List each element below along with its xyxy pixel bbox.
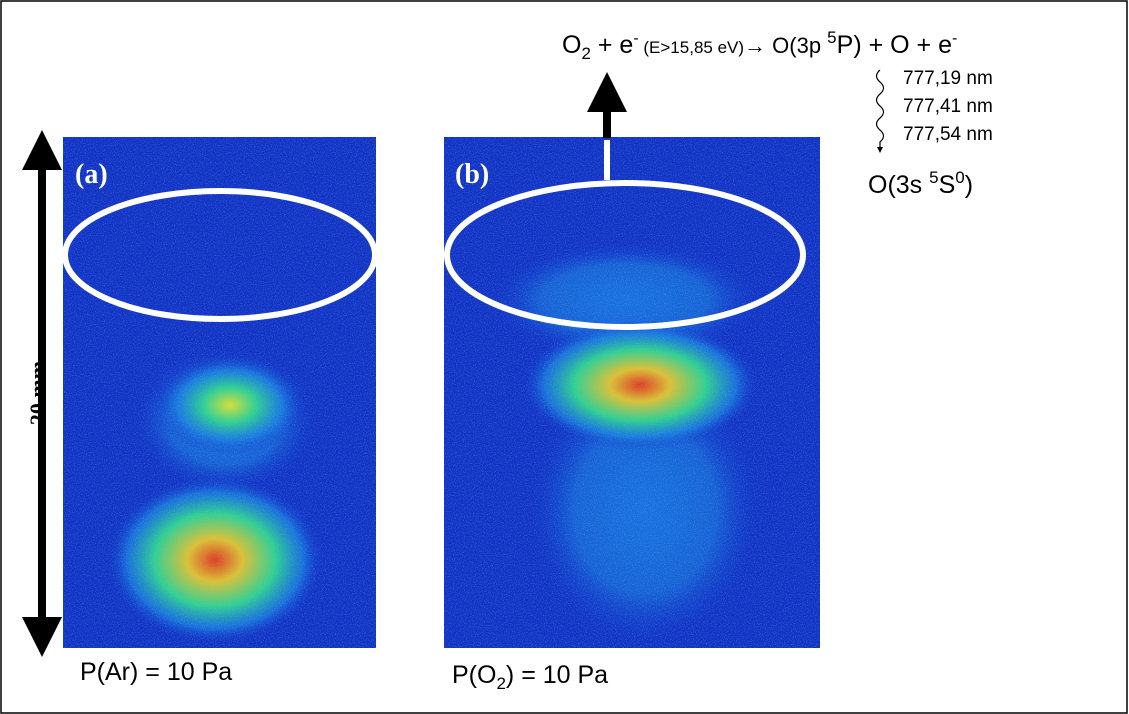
text-part: )	[965, 171, 973, 199]
decay-arrow	[875, 69, 885, 153]
image-b	[444, 137, 820, 650]
text-part: ) = 10 Pa	[506, 661, 608, 689]
caption: P(Ar) = 10 Pa	[80, 658, 232, 686]
text-part: -	[633, 30, 638, 47]
reaction: O2 + e- (E>15,85 eV)→ O(3p 5P) + O + e-	[562, 28, 957, 63]
text-part: 2	[496, 674, 505, 693]
scale-label: 20 mm	[25, 361, 50, 425]
wavelength: 777,19 nm	[903, 68, 993, 89]
panel-label: (a)	[75, 159, 108, 190]
image-a	[62, 137, 378, 648]
text-part: O(3s	[868, 171, 929, 199]
final-state: O(3s 5S0)	[868, 168, 973, 199]
text-part: -	[952, 30, 957, 47]
wavelength: 777,41 nm	[903, 96, 993, 117]
text-part: P(O	[452, 661, 496, 689]
text-part: + e	[591, 31, 633, 59]
text-part: 5	[929, 168, 938, 187]
text-part: 2	[581, 44, 590, 63]
text-part: S	[939, 171, 956, 199]
text-part: 0	[955, 168, 964, 187]
text-part: O	[562, 31, 581, 59]
wavelength: 777,54 nm	[903, 124, 993, 145]
caption: P(O2) = 10 Pa	[452, 661, 608, 693]
text-part: P(Ar) = 10 Pa	[80, 658, 232, 686]
text-part: P) + O + e	[837, 31, 952, 59]
text-part: (E>15,85 eV)	[639, 38, 744, 57]
text-part: 5	[827, 28, 836, 47]
panel-label: (b)	[455, 159, 489, 190]
text-part: → O(3p	[744, 33, 827, 58]
